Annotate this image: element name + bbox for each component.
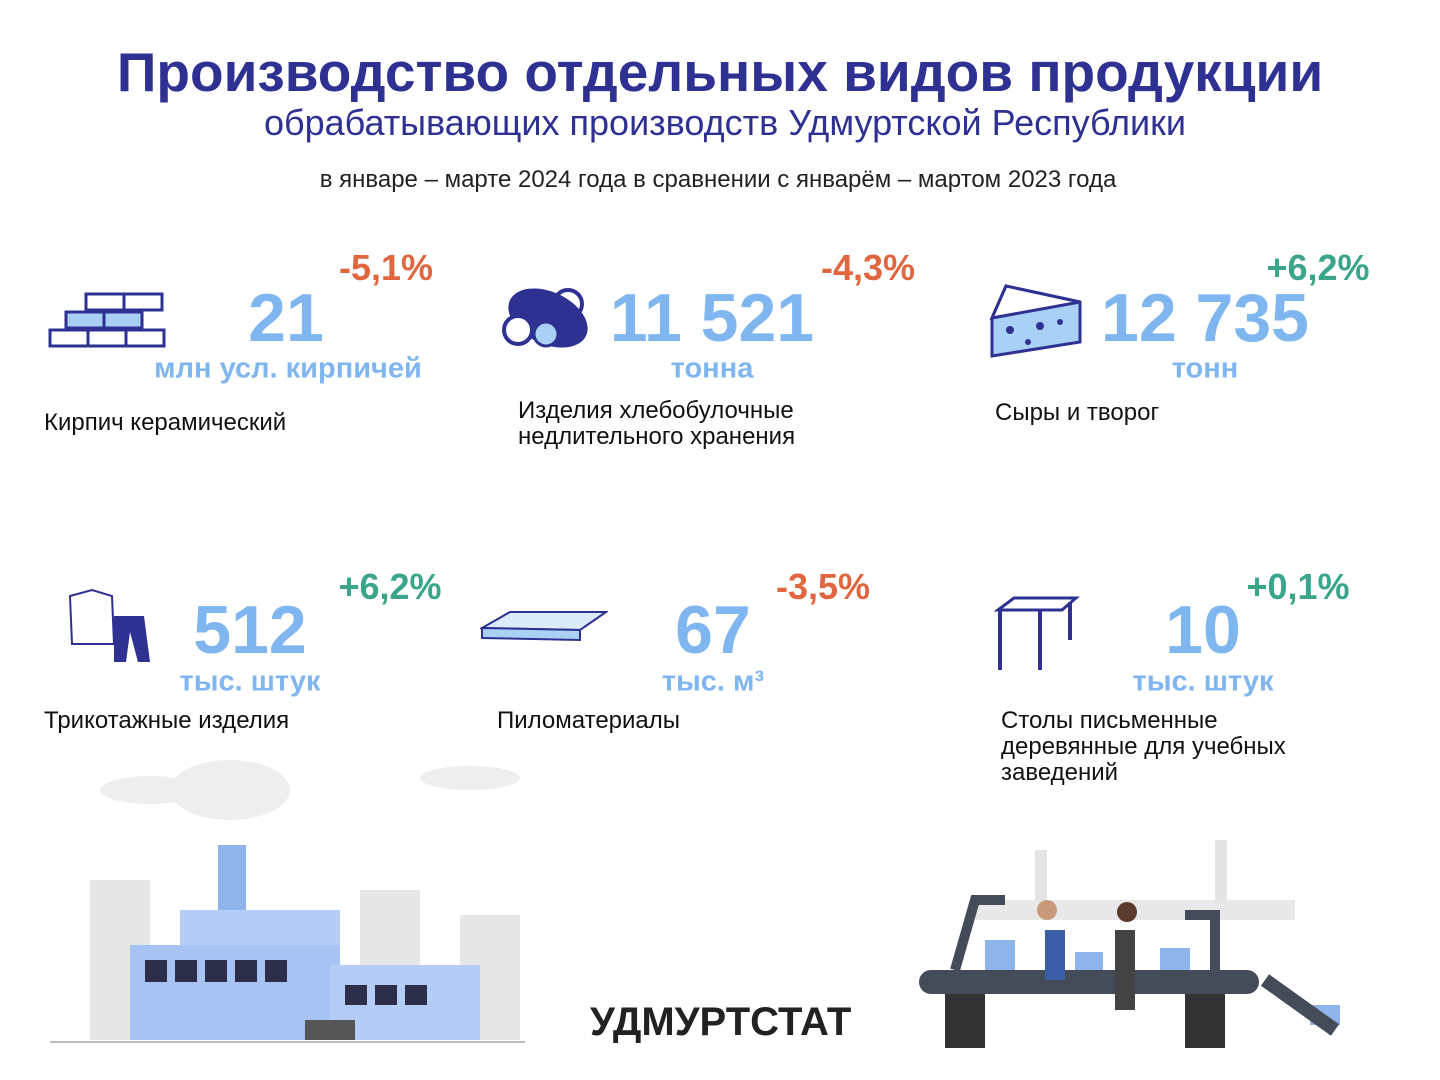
label: Кирпич керамический — [44, 409, 287, 436]
subtitle: обрабатывающих производств Удмуртской Ре… — [263, 102, 1186, 143]
unit: тонна — [670, 352, 754, 385]
brick-icon — [48, 292, 166, 348]
unit: млн усл. кирпичей — [154, 352, 422, 385]
cheese-icon — [989, 284, 1082, 358]
change: -5,1% — [338, 247, 434, 288]
unit: тыс. штук — [179, 665, 321, 698]
value: 512 — [193, 592, 307, 668]
value: 21 — [248, 280, 324, 356]
desk-icon — [994, 596, 1080, 670]
period: в январе – марте 2024 года в сравнении с… — [319, 166, 1117, 193]
label: Трикотажные изделия — [44, 707, 290, 734]
value: 11 521 — [609, 280, 815, 356]
factory-illustration — [50, 760, 525, 1043]
label: Сыры и творог — [995, 399, 1160, 426]
unit: тыс. м³ — [661, 665, 765, 698]
brand: УДМУРТСТАТ — [590, 1000, 852, 1044]
value: 10 — [1165, 592, 1241, 668]
bread-icon — [502, 288, 588, 348]
change: -4,3% — [820, 247, 916, 288]
change: +6,2% — [1266, 247, 1370, 288]
value: 67 — [675, 592, 751, 668]
change: -3,5% — [775, 566, 871, 607]
lumber-icon — [480, 611, 608, 642]
label: Изделия хлебобулочные недлительного хран… — [518, 397, 796, 450]
conveyor-illustration — [919, 840, 1340, 1048]
title: Производство отдельных видов продукции — [116, 41, 1324, 103]
unit: тонн — [1171, 352, 1239, 385]
value: 12 735 — [1101, 280, 1309, 356]
clothes-icon — [68, 588, 150, 662]
change: +0,1% — [1246, 566, 1350, 607]
unit: тыс. штук — [1132, 665, 1274, 698]
change: +6,2% — [338, 566, 442, 607]
label: Пиломатериалы — [497, 707, 681, 734]
label: Столы письменные деревянные для учебных … — [1001, 707, 1286, 786]
